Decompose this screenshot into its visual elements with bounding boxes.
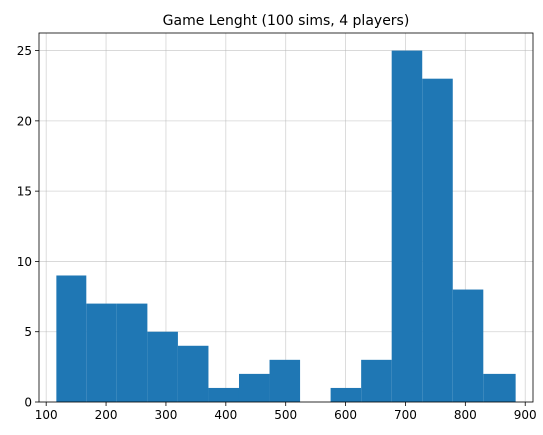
histogram-bar [330,387,362,402]
histogram-bar [147,331,178,402]
y-axis-ticks: 0 5 10 15 20 25 [17,44,39,410]
histogram-bar [208,387,239,402]
chart-title: Game Lenght (100 sims, 4 players) [163,13,410,29]
histogram-bar [177,345,209,402]
histogram-bar [116,303,148,402]
x-tick-label: 500 [274,408,297,422]
histogram-bar [86,303,117,402]
x-tick-label: 800 [454,408,477,422]
histogram-bar [422,78,453,402]
histogram-bar [361,359,392,402]
histogram-bar [269,359,301,402]
histogram-bars [56,50,516,402]
x-tick-label: 400 [214,408,237,422]
y-tick-label: 10 [17,255,32,269]
histogram-bar [391,50,423,402]
histogram-bar [238,373,270,402]
x-axis-ticks: 100 200 300 400 500 600 700 800 900 [35,402,537,422]
y-tick-label: 25 [17,44,32,58]
x-tick-label: 900 [514,408,537,422]
y-tick-label: 20 [17,114,32,128]
x-tick-label: 300 [154,408,177,422]
y-tick-label: 15 [17,185,32,199]
x-tick-label: 700 [394,408,417,422]
histogram-bar [56,275,87,402]
y-tick-label: 5 [24,325,32,339]
x-tick-label: 600 [334,408,357,422]
x-tick-label: 200 [95,408,118,422]
histogram-bar [452,289,484,402]
x-tick-label: 100 [35,408,58,422]
y-tick-label: 0 [24,396,32,410]
histogram-bar [483,373,516,402]
